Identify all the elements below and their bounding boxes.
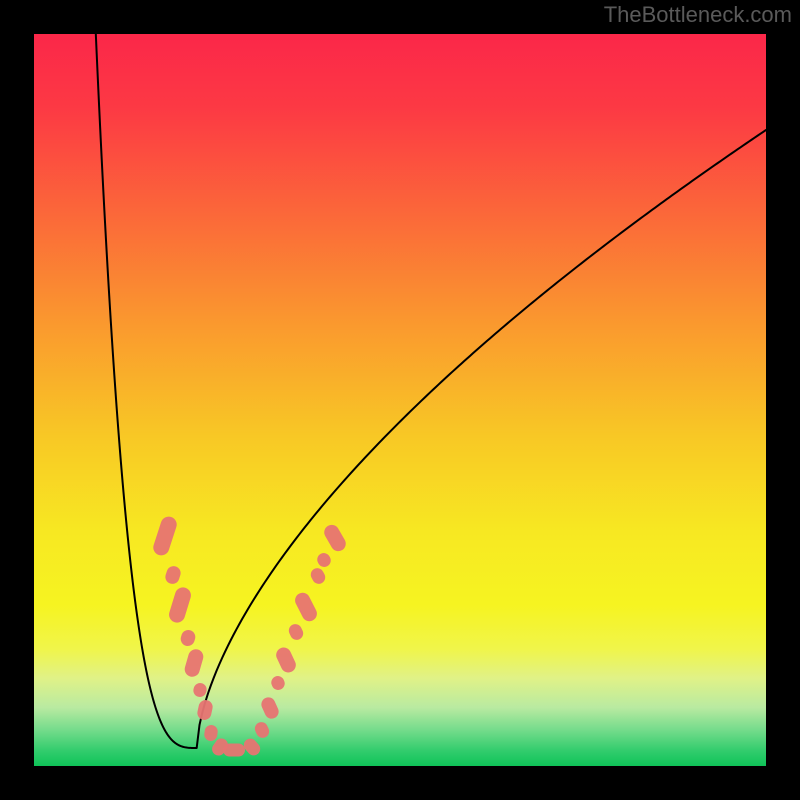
marker-capsule [223,744,245,757]
watermark-text: TheBottleneck.com [604,2,792,28]
bottleneck-chart [0,0,800,800]
